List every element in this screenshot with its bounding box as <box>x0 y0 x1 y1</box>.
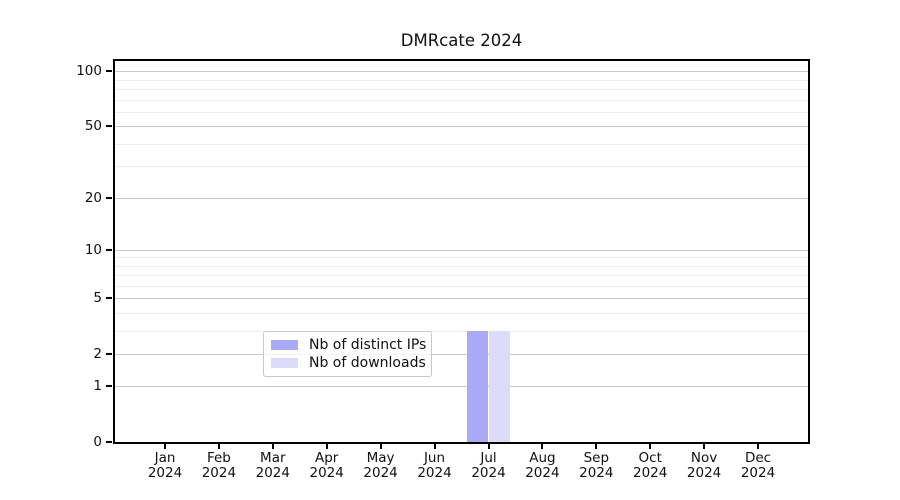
y-axis-tick-label-10: 10 <box>84 241 102 258</box>
x-axis-tick-5 <box>433 442 436 449</box>
plot-area: 0 1 2 5 10 20 50 100 Jan 2024 Feb 2024 Mar 2024 Apr 202… <box>76 59 810 481</box>
x-axis-tick-6 <box>487 442 490 449</box>
gridline-minor-8 <box>115 265 808 267</box>
y-axis-tick-20 <box>106 196 112 199</box>
x-axis-tick-label-5: Jun 2024 <box>417 450 452 481</box>
gridline-minor-70 <box>115 99 808 101</box>
gridline-minor-4 <box>115 312 808 314</box>
legend-label-distinct-ips: Nb of distinct IPs <box>309 337 427 353</box>
x-axis-tick-4 <box>379 442 382 449</box>
gridline-major-5 <box>115 298 808 300</box>
gridline-minor-9 <box>115 257 808 259</box>
x-axis-tick-label-7: Aug 2024 <box>525 450 560 481</box>
bar-nb-of-distinct-ips-jul-2024 <box>466 330 489 442</box>
y-axis-tick-50 <box>106 125 112 128</box>
x-axis-tick-label-0: Jan 2024 <box>147 450 183 481</box>
y-axis-tick-label-2: 2 <box>93 345 102 362</box>
y-axis-tick-label-50: 50 <box>84 118 102 135</box>
gridline-major-2 <box>115 353 808 355</box>
x-axis-tick-9 <box>649 442 652 449</box>
gridline-minor-60 <box>115 111 808 113</box>
legend-swatch-distinct-ips <box>271 340 298 350</box>
x-axis-tick-label-4: May 2024 <box>363 450 398 481</box>
x-axis-tick-label-3: Apr 2024 <box>309 450 344 481</box>
gridline-minor-6 <box>115 285 808 287</box>
legend: Nb of distinct IPs Nb of downloads <box>263 331 432 377</box>
gridline-minor-30 <box>115 166 808 168</box>
legend-item-downloads: Nb of downloads <box>271 355 426 371</box>
x-axis-tick-10 <box>703 442 706 449</box>
gridline-minor-80 <box>115 89 808 91</box>
x-axis-tick-label-1: Feb 2024 <box>201 450 237 481</box>
y-axis-tick-2 <box>106 352 112 355</box>
x-axis-tick-label-10: Nov 2024 <box>686 450 722 481</box>
x-axis-tick-label-8: Sep 2024 <box>579 450 614 481</box>
x-axis-tick-1 <box>217 442 220 449</box>
y-axis-tick-100 <box>106 70 112 73</box>
y-axis-tick-label-100: 100 <box>76 63 102 80</box>
gridline-minor-7 <box>115 275 808 276</box>
legend-item-distinct-ips: Nb of distinct IPs <box>271 337 427 353</box>
gridline-major-1 <box>115 386 808 388</box>
x-axis-tick-0 <box>164 442 166 449</box>
legend-label-downloads: Nb of downloads <box>309 355 426 371</box>
bar-nb-of-downloads-jul-2024 <box>488 330 511 442</box>
x-axis-tick-label-9: Oct 2024 <box>633 450 668 481</box>
y-axis-tick-10 <box>106 248 112 251</box>
y-axis-tick-1 <box>106 385 112 388</box>
gridline-minor-3 <box>115 330 808 332</box>
gridline-major-50 <box>115 126 808 128</box>
x-axis-tick-7 <box>541 442 544 449</box>
y-axis-tick-label-20: 20 <box>84 189 102 206</box>
gridline-major-20 <box>115 197 808 199</box>
chart-title: DMRcate 2024 <box>400 31 523 50</box>
gridline-minor-90 <box>115 79 808 81</box>
y-axis-tick-0 <box>106 441 112 443</box>
gridline-major-10 <box>115 249 808 251</box>
y-axis-tick-label-1: 1 <box>93 378 102 395</box>
y-axis-tick-label-0: 0 <box>93 434 102 450</box>
gridline-major-100 <box>115 71 808 73</box>
gridline-minor-40 <box>115 143 808 145</box>
x-axis-tick-label-6: Jul 2024 <box>471 450 506 481</box>
y-axis-tick-label-5: 5 <box>93 290 102 307</box>
y-axis-tick-5 <box>106 297 112 300</box>
x-axis-tick-label-11: Dec 2024 <box>740 450 776 481</box>
x-axis-tick-11 <box>757 442 759 449</box>
x-axis-tick-8 <box>595 442 598 449</box>
legend-swatch-downloads <box>271 358 298 368</box>
x-axis-tick-3 <box>325 442 328 449</box>
x-axis-tick-label-2: Mar 2024 <box>255 450 290 481</box>
x-axis-tick-2 <box>271 442 274 449</box>
